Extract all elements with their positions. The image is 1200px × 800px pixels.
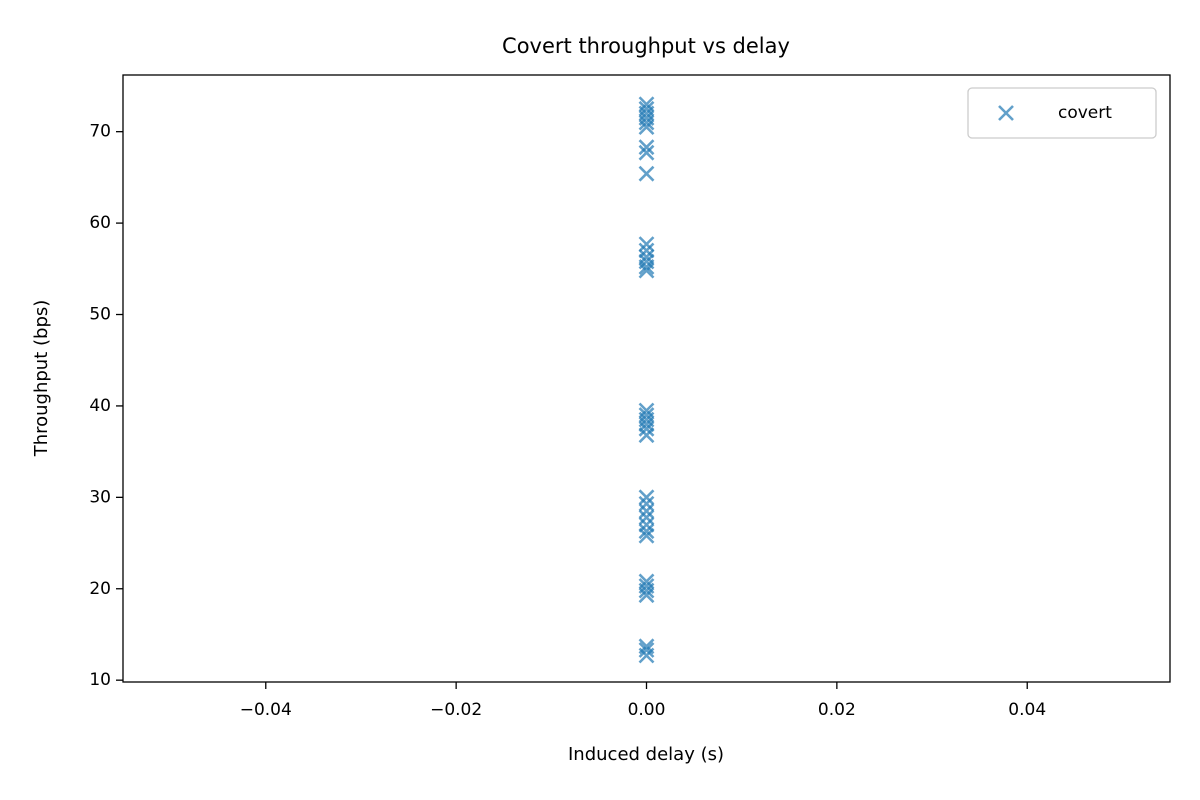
- point: [638, 236, 655, 253]
- legend-label: covert: [1058, 103, 1112, 123]
- y-tick-label: 10: [89, 670, 111, 690]
- point: [638, 165, 655, 182]
- point: [638, 119, 655, 136]
- x-tick-label: −0.04: [240, 700, 292, 720]
- point: [638, 114, 655, 131]
- x-axis-label: Induced delay (s): [568, 744, 724, 765]
- y-tick-label: 50: [89, 305, 111, 325]
- point: [638, 420, 655, 437]
- point: [638, 427, 655, 444]
- y-tick-label: 40: [89, 396, 111, 416]
- y-tick-label: 60: [89, 213, 111, 233]
- legend-box: [967, 87, 1157, 139]
- point: [638, 139, 655, 156]
- point: [638, 262, 655, 279]
- y-tick-label: 30: [89, 487, 111, 507]
- point: [638, 495, 655, 512]
- x-tick-label: 0.04: [1008, 700, 1046, 720]
- point: [638, 647, 655, 664]
- point: [638, 144, 655, 161]
- point: [638, 509, 655, 526]
- x-tick-label: 0.00: [628, 700, 666, 720]
- point: [638, 503, 655, 519]
- y-tick-label: 70: [89, 122, 111, 142]
- x-tick-label: 0.02: [818, 700, 856, 720]
- point: [638, 587, 655, 604]
- point: [638, 489, 655, 506]
- point: [638, 523, 655, 540]
- point: [638, 527, 655, 544]
- y-axis-label: Throughput (bps): [31, 300, 52, 458]
- point: [638, 582, 655, 599]
- point: [638, 259, 655, 275]
- y-tick-label: 20: [89, 579, 111, 599]
- legend-marker: [998, 105, 1014, 121]
- x-tick-label: −0.02: [430, 700, 482, 720]
- point: [638, 642, 655, 658]
- chart-title: Covert throughput vs delay: [502, 34, 790, 58]
- plot-frame: [122, 74, 1171, 683]
